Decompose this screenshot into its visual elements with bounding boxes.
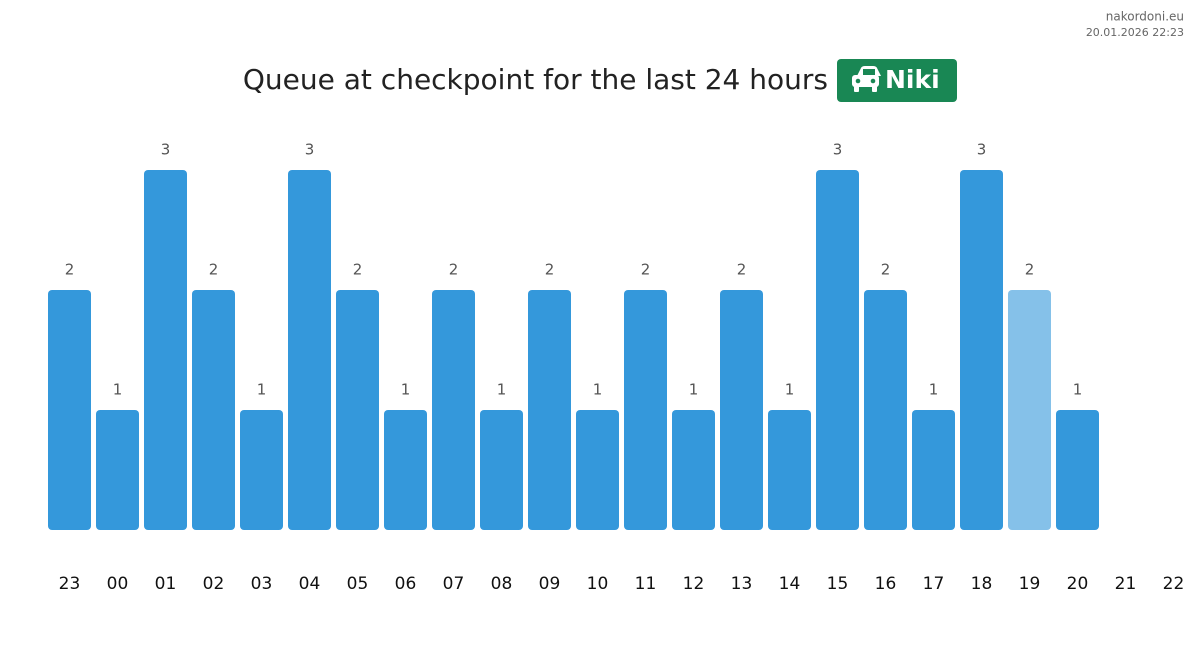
x-tick-label: 02 <box>203 574 225 594</box>
x-tick-label: 11 <box>635 574 657 594</box>
bar <box>864 290 907 530</box>
bar <box>960 170 1003 530</box>
value-label: 2 <box>449 261 459 279</box>
bar <box>1056 410 1099 530</box>
value-label: 1 <box>401 381 411 399</box>
badge-label: Niki <box>885 65 940 94</box>
bar <box>384 410 427 530</box>
value-label: 3 <box>305 141 315 159</box>
x-tick-label: 10 <box>587 574 609 594</box>
value-label: 1 <box>689 381 699 399</box>
value-label: 3 <box>833 141 843 159</box>
value-label: 2 <box>209 261 219 279</box>
value-label: 1 <box>497 381 507 399</box>
bar <box>672 410 715 530</box>
bar <box>336 290 379 530</box>
bar <box>288 170 331 530</box>
bar <box>432 290 475 530</box>
x-tick-label: 20 <box>1067 574 1089 594</box>
x-tick-label: 05 <box>347 574 369 594</box>
value-label: 1 <box>593 381 603 399</box>
value-label: 3 <box>977 141 987 159</box>
bar <box>1008 290 1051 530</box>
x-tick-label: 22 <box>1163 574 1185 594</box>
value-label: 1 <box>113 381 123 399</box>
x-tick-label: 17 <box>923 574 945 594</box>
bar <box>912 410 955 530</box>
x-tick-label: 04 <box>299 574 321 594</box>
value-label: 2 <box>545 261 555 279</box>
x-tick-label: 01 <box>155 574 177 594</box>
bar <box>48 290 91 530</box>
value-label: 1 <box>929 381 939 399</box>
value-label: 1 <box>785 381 795 399</box>
value-label: 2 <box>1025 261 1035 279</box>
x-tick-label: 18 <box>971 574 993 594</box>
bar <box>528 290 571 530</box>
bar <box>192 290 235 530</box>
bar <box>624 290 667 530</box>
x-tick-label: 00 <box>107 574 129 594</box>
x-tick-label: 08 <box>491 574 513 594</box>
x-tick-label: 07 <box>443 574 465 594</box>
x-tick-label: 06 <box>395 574 417 594</box>
x-tick-label: 15 <box>827 574 849 594</box>
bar <box>720 290 763 530</box>
bar <box>480 410 523 530</box>
value-label: 1 <box>257 381 267 399</box>
value-label: 2 <box>881 261 891 279</box>
value-label: 3 <box>161 141 171 159</box>
chart-title: Queue at checkpoint for the last 24 hour… <box>243 63 828 96</box>
bar <box>768 410 811 530</box>
bar <box>816 170 859 530</box>
x-tick-label: 14 <box>779 574 801 594</box>
timestamp: 20.01.2026 22:23 <box>1086 26 1184 39</box>
value-label: 2 <box>737 261 747 279</box>
site-name: nakordoni.eu <box>1106 10 1184 24</box>
x-tick-label: 03 <box>251 574 273 594</box>
bar <box>144 170 187 530</box>
x-tick-label: 16 <box>875 574 897 594</box>
x-tick-label: 09 <box>539 574 561 594</box>
x-tick-label: 23 <box>59 574 81 594</box>
bar <box>576 410 619 530</box>
value-label: 2 <box>65 261 75 279</box>
bar <box>240 410 283 530</box>
x-tick-label: 13 <box>731 574 753 594</box>
value-label: 2 <box>641 261 651 279</box>
value-label: 2 <box>353 261 363 279</box>
x-tick-label: 21 <box>1115 574 1137 594</box>
car-icon <box>852 66 881 92</box>
value-label: 1 <box>1073 381 1083 399</box>
x-tick-label: 19 <box>1019 574 1041 594</box>
bar <box>96 410 139 530</box>
x-tick-label: 12 <box>683 574 705 594</box>
